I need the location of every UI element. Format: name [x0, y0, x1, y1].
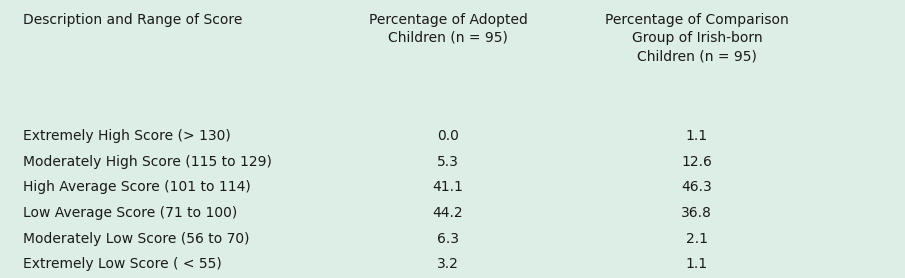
Text: 3.2: 3.2: [437, 257, 459, 271]
Text: High Average Score (101 to 114): High Average Score (101 to 114): [23, 180, 251, 194]
Text: 44.2: 44.2: [433, 206, 463, 220]
Text: Moderately High Score (115 to 129): Moderately High Score (115 to 129): [23, 155, 272, 169]
Text: Description and Range of Score: Description and Range of Score: [23, 13, 242, 26]
Text: Percentage of Comparison
Group of Irish-born
Children (n = 95): Percentage of Comparison Group of Irish-…: [605, 13, 789, 63]
Text: Moderately Low Score (56 to 70): Moderately Low Score (56 to 70): [23, 232, 249, 245]
Text: 1.1: 1.1: [686, 129, 708, 143]
Text: Low Average Score (71 to 100): Low Average Score (71 to 100): [23, 206, 237, 220]
Text: 5.3: 5.3: [437, 155, 459, 169]
Text: Extremely High Score (> 130): Extremely High Score (> 130): [23, 129, 231, 143]
Text: 6.3: 6.3: [437, 232, 459, 245]
Text: Extremely Low Score ( < 55): Extremely Low Score ( < 55): [23, 257, 222, 271]
Text: 1.1: 1.1: [686, 257, 708, 271]
Text: 12.6: 12.6: [681, 155, 712, 169]
Text: 36.8: 36.8: [681, 206, 712, 220]
Text: 2.1: 2.1: [686, 232, 708, 245]
Text: Percentage of Adopted
Children (n = 95): Percentage of Adopted Children (n = 95): [368, 13, 528, 45]
Text: 0.0: 0.0: [437, 129, 459, 143]
Text: 46.3: 46.3: [681, 180, 712, 194]
Text: 41.1: 41.1: [433, 180, 463, 194]
